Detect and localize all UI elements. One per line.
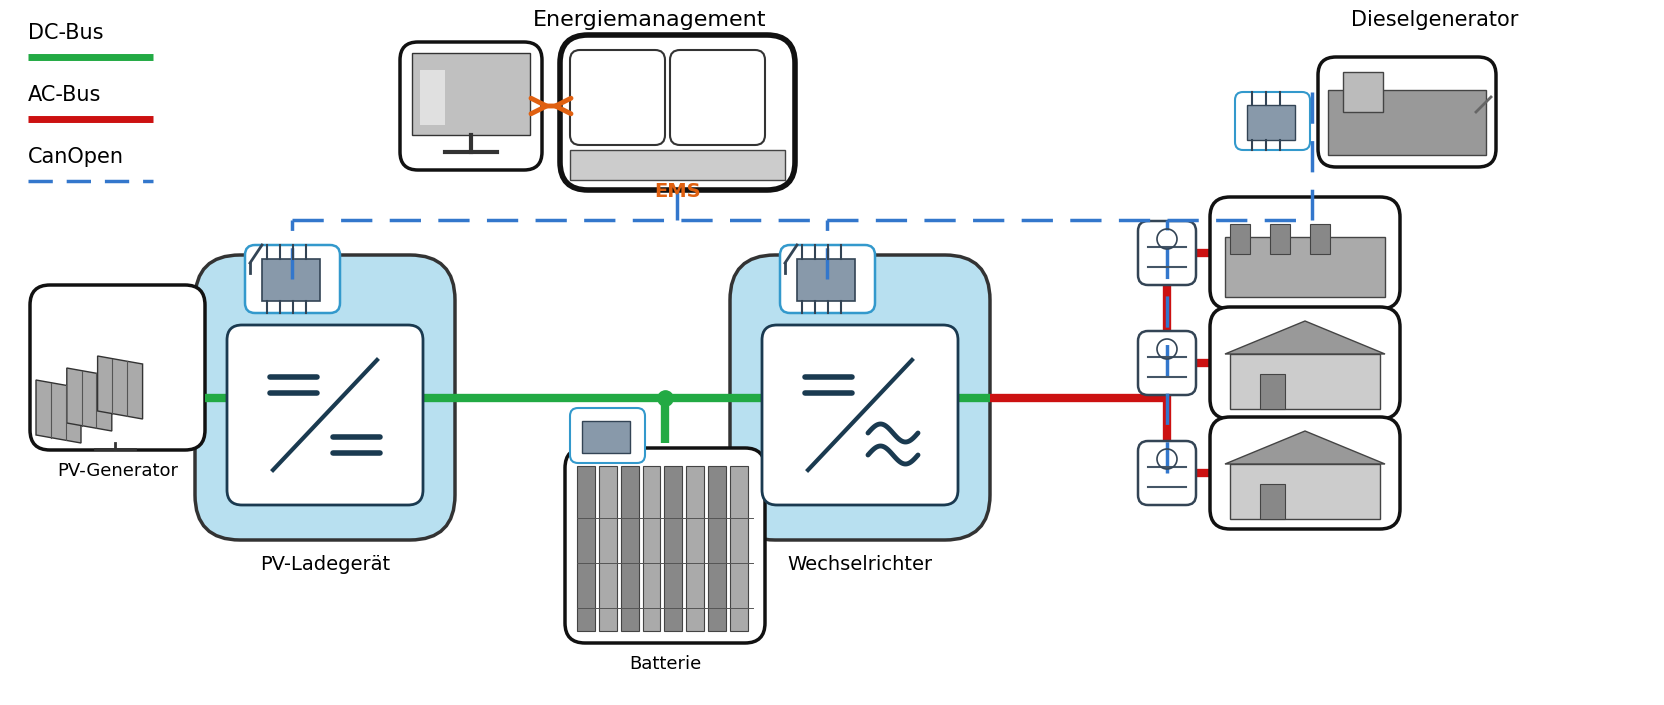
FancyBboxPatch shape	[561, 35, 795, 190]
FancyBboxPatch shape	[1210, 197, 1399, 309]
Polygon shape	[67, 368, 111, 431]
Text: Wechselrichter: Wechselrichter	[787, 555, 932, 574]
Text: PV-Generator: PV-Generator	[57, 462, 178, 480]
Bar	[599, 466, 617, 631]
Text: CanOpen: CanOpen	[28, 147, 125, 167]
FancyBboxPatch shape	[780, 245, 875, 313]
Bar	[582, 421, 631, 453]
FancyBboxPatch shape	[571, 408, 646, 463]
Bar	[709, 466, 726, 631]
Bar	[577, 466, 594, 631]
Text: Energiemanagement: Energiemanagement	[532, 10, 767, 30]
FancyBboxPatch shape	[30, 285, 205, 450]
Bar	[664, 466, 682, 631]
FancyBboxPatch shape	[1138, 221, 1196, 285]
FancyBboxPatch shape	[730, 255, 990, 540]
Text: EMS: EMS	[654, 182, 701, 201]
Bar	[730, 466, 749, 631]
FancyBboxPatch shape	[1235, 92, 1310, 150]
Bar	[1230, 354, 1379, 409]
Text: DC-Bus: DC-Bus	[28, 23, 103, 43]
Polygon shape	[1225, 431, 1384, 464]
Bar	[1343, 72, 1383, 112]
FancyBboxPatch shape	[671, 50, 765, 145]
Text: Dieselgenerator: Dieselgenerator	[1351, 10, 1519, 30]
Text: AC-Bus: AC-Bus	[28, 85, 102, 105]
Bar	[642, 466, 661, 631]
Polygon shape	[37, 380, 82, 443]
FancyBboxPatch shape	[1318, 57, 1496, 167]
Bar	[686, 466, 704, 631]
FancyBboxPatch shape	[1138, 331, 1196, 395]
FancyBboxPatch shape	[1138, 441, 1196, 505]
FancyBboxPatch shape	[195, 255, 454, 540]
Bar	[1230, 464, 1379, 519]
FancyBboxPatch shape	[399, 42, 542, 170]
FancyBboxPatch shape	[1210, 307, 1399, 419]
Polygon shape	[98, 356, 143, 419]
Bar	[1260, 374, 1285, 409]
Bar	[1270, 224, 1290, 254]
Text: PV-Ladegerät: PV-Ladegerät	[260, 555, 389, 574]
Bar	[419, 70, 444, 125]
Bar	[1260, 484, 1285, 519]
Bar	[621, 466, 639, 631]
FancyBboxPatch shape	[762, 325, 958, 505]
FancyBboxPatch shape	[245, 245, 339, 313]
Bar	[571, 150, 785, 180]
Bar	[1310, 224, 1330, 254]
Bar	[1225, 237, 1384, 297]
FancyBboxPatch shape	[566, 448, 765, 643]
Bar	[1328, 90, 1486, 155]
Polygon shape	[1225, 321, 1384, 354]
FancyBboxPatch shape	[1210, 417, 1399, 529]
FancyBboxPatch shape	[571, 50, 666, 145]
Text: Batterie: Batterie	[629, 655, 701, 673]
Bar	[797, 259, 855, 301]
Bar	[1230, 224, 1250, 254]
FancyBboxPatch shape	[226, 325, 423, 505]
Bar	[1246, 105, 1295, 140]
Bar	[261, 259, 319, 301]
Bar	[413, 53, 531, 135]
